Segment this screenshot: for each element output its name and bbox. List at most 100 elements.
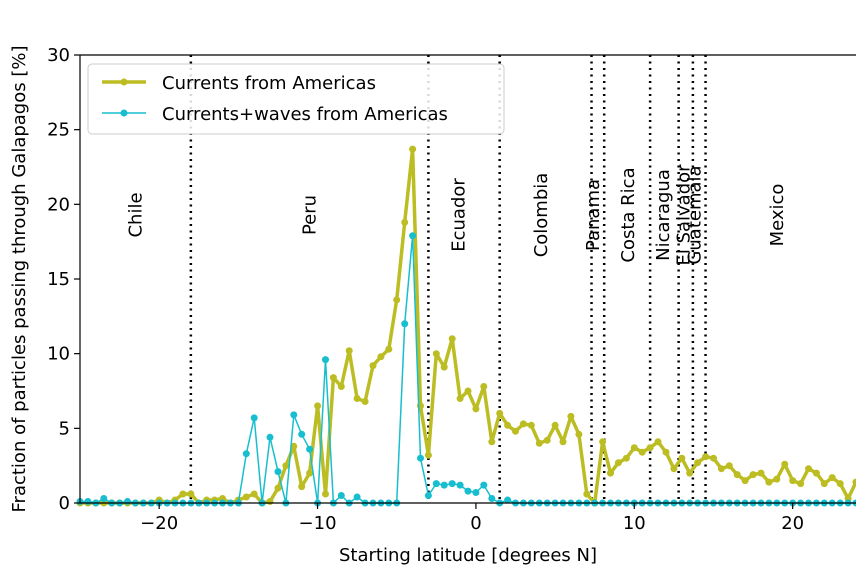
series-0-point [678,454,686,462]
series-0-point [385,345,393,353]
series-0-point [686,469,694,477]
legend-label-currents: Currents from Americas [162,73,376,94]
y-axis-label: Fraction of particles passing through Ga… [9,46,30,513]
series-0-point [448,335,456,343]
series-1-point [84,498,92,505]
series-0-point [527,421,535,429]
y-tick-label: 10 [47,344,70,365]
series-0-point [630,444,638,452]
y-tick-label: 15 [47,269,70,290]
series-0-point [290,442,298,450]
series-0-point [369,362,377,370]
series-0-point [789,477,797,485]
series-0-point [773,475,781,483]
series-0-point [662,448,670,456]
region-label-guatemala: Guatemala [684,165,705,264]
x-tick-label: 10 [623,513,646,534]
series-0-point [266,498,274,505]
series-0-point [638,448,646,456]
legend-label-currents-waves: Currents+waves from Americas [162,104,448,125]
series-0-point [614,459,622,467]
series-1-point [488,495,496,502]
series-0-point [329,374,337,382]
x-axis-label: Starting latitude [degrees N] [339,545,597,566]
series-0-point [187,490,195,498]
series-0-point [622,454,630,462]
series-0-point [361,398,369,405]
series-0-point [710,454,717,462]
series-0-point [607,469,614,477]
series-1-point [266,433,274,441]
series-0-point [805,465,812,473]
region-label-ecuador: Ecuador [448,178,469,252]
region-label-nicaragua: Nicaragua [653,169,674,261]
series-1-point [337,492,345,499]
series-0-point [749,471,757,479]
series-0-point [725,462,733,470]
series-line-1 [80,234,856,504]
series-0-point [575,430,583,438]
series-0-point [250,490,258,498]
series-1-point [464,487,472,495]
series-1-point [250,414,258,422]
series-0-point [535,439,543,447]
y-tick-label: 20 [47,194,70,215]
series-1-point [124,498,131,505]
series-0-point [409,145,417,153]
series-0-point [583,490,591,498]
series-0-point [298,483,306,491]
series-0-point [274,484,282,492]
region-label-panama: Panama [583,179,604,251]
series-1-point [401,320,409,328]
region-labels: Chile Peru Ecuador Colombia Panama Costa Rica… [125,164,787,266]
series-0-point [456,395,464,402]
region-label-colombia: Colombia [531,173,552,258]
region-label-peru: Peru [300,195,321,235]
series-0-point [393,296,401,304]
series-0-point [401,218,409,226]
series-0-point [496,409,504,417]
legend-marker-currents [120,78,128,86]
series-0-point [559,438,567,446]
x-tick-label: −10 [299,513,337,534]
series-1-point [424,492,432,499]
series-0-point [781,460,789,468]
series-0-point [694,459,702,467]
series-0-point [432,350,440,358]
region-label-costa-rica: Costa Rica [618,167,639,262]
y-ticks: 0 5 10 15 20 25 30 [47,45,80,514]
region-label-el-salvador: El Salvador [673,164,694,266]
series-0-point [543,436,551,444]
series-0-point [551,421,559,429]
series-0-point [741,477,749,485]
legend-box [87,63,505,135]
legend: Currents from Americas Currents+waves fr… [87,63,505,135]
series-0-point [599,438,607,446]
series-0-point [345,347,353,355]
series-1-point [480,481,488,489]
series-0-point [836,480,844,488]
series-0-point [377,353,385,361]
series-0-point [306,469,314,477]
series-1-point [306,445,314,453]
series-0-point [519,420,527,428]
series-0-point [512,427,519,435]
series-0-point [337,383,345,390]
series-0-point [282,462,290,470]
series-1-point [409,232,417,240]
series-0-point [504,421,512,429]
x-ticks: −20 −10 0 10 20 [140,503,804,534]
region-label-mexico: Mexico [767,184,788,247]
y-tick-label: 25 [47,120,70,141]
series-0-point [567,412,575,420]
series-0-point [472,405,480,413]
series-0-point [797,480,805,488]
series-0-point [242,493,250,501]
series-0-point [480,383,488,390]
series-0-point [757,469,765,477]
series-0-point [812,469,820,477]
series-1-point [322,356,329,364]
series-0-point [717,465,725,473]
series-1-point [456,481,464,489]
